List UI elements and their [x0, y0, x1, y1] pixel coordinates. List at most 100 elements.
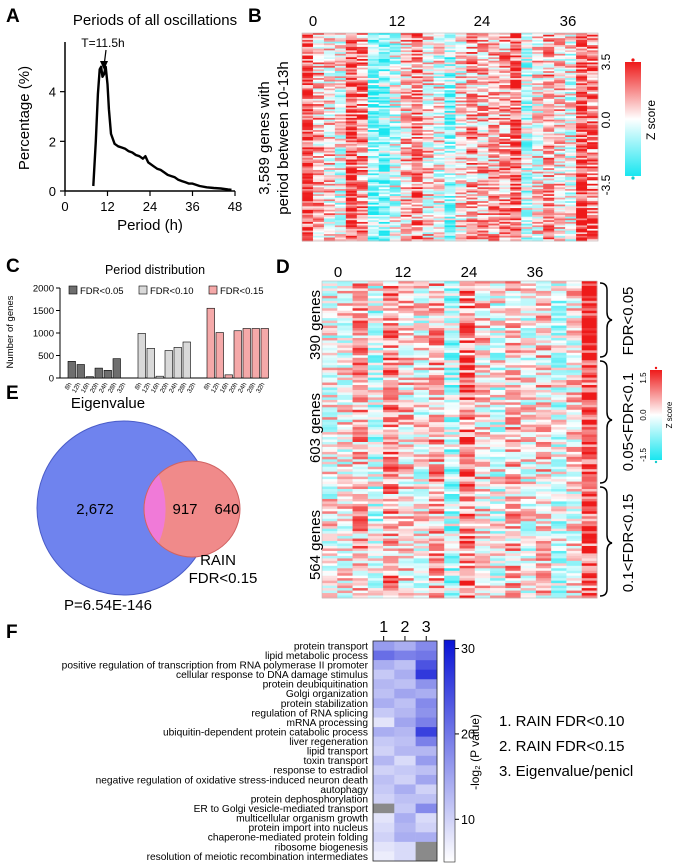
heatmap-cell [554, 72, 566, 75]
heatmap-cell [543, 112, 555, 115]
heatmap-cell [488, 143, 500, 147]
heatmap-cell [477, 171, 489, 174]
heatmap-cell [337, 308, 353, 312]
heatmap-cell [428, 434, 445, 438]
heatmap-cell [474, 350, 491, 354]
heatmap-cell [323, 83, 336, 86]
heatmap-cell [411, 187, 423, 190]
heatmap-cell [499, 124, 511, 127]
d-xticks-label-3: 36 [527, 264, 544, 281]
heatmap-cell [345, 74, 358, 77]
heatmap-cell [389, 178, 402, 181]
heatmap-cell [312, 69, 325, 72]
heatmap-cell [543, 93, 555, 96]
heatmap-cell [455, 202, 467, 205]
heatmap-cell [566, 449, 583, 453]
heatmap-cell [367, 202, 380, 205]
bar-0-5 [112, 358, 121, 379]
heatmap-cell [422, 157, 434, 160]
heatmap-cell [581, 310, 598, 314]
heatmap-cell [535, 298, 552, 302]
heatmap-cell [356, 123, 369, 126]
heatmap-cell [433, 123, 445, 126]
heatmap-cell [520, 342, 537, 346]
heatmap-cell [543, 156, 555, 159]
heatmap-cell [312, 190, 325, 193]
heatmap-cell [566, 404, 583, 408]
heatmap-cell [323, 76, 336, 79]
heatmap-cell [576, 192, 588, 195]
heatmap-cell [345, 197, 358, 200]
heatmap-cell [378, 38, 391, 41]
heatmap-cell [551, 318, 567, 322]
heatmap-cell [352, 461, 369, 465]
heatmap-cell [356, 88, 369, 91]
heatmap-cell [334, 67, 347, 70]
heatmap-cell [459, 345, 476, 349]
heatmap-cell [466, 104, 478, 107]
heatmap-cell [302, 128, 314, 131]
heatmap-cell [490, 357, 506, 361]
heatmap-cell [532, 81, 544, 84]
heatmap-cell [565, 114, 577, 117]
heatmap-cell [587, 124, 599, 127]
heatmap-cell [490, 439, 506, 443]
heatmap-cell [422, 41, 434, 44]
heatmap-cell [323, 55, 336, 58]
heatmap-cell [323, 71, 336, 74]
heatmap-cell [455, 64, 467, 67]
heatmap-cell [433, 228, 445, 231]
heatmap-cell [455, 234, 467, 237]
heatmap-cell [520, 441, 537, 445]
heatmap-cell [302, 38, 314, 41]
heatmap-cell [367, 449, 384, 453]
heatmap-cell [490, 454, 506, 458]
heatmap-cell [367, 171, 380, 174]
heatmap-cell [466, 149, 478, 152]
heatmap-cell [400, 112, 413, 115]
heatmap-cell [322, 308, 338, 312]
heatmap-cell [383, 342, 399, 346]
heatmap-cell [455, 71, 467, 74]
heatmap-cell [510, 239, 522, 242]
heatmap-cell [367, 131, 380, 134]
heatmap-cell [413, 476, 430, 480]
heatmap-cell [455, 227, 467, 230]
heatmap-cell [334, 143, 347, 147]
heatmap-cell [551, 429, 567, 433]
heatmap-cell [422, 201, 434, 204]
heatmap-cell [389, 189, 402, 192]
heatmap-cell [433, 149, 445, 152]
heatmap-cell [400, 161, 413, 164]
heatmap-cell [477, 71, 489, 74]
heatmap-cell [345, 161, 358, 164]
heatmap-cell [422, 50, 434, 53]
heatmap-cell [312, 145, 325, 148]
heatmap-cell [459, 491, 476, 495]
heatmap-cell [400, 111, 413, 114]
heatmap-cell [400, 114, 413, 117]
heatmap-cell [576, 45, 588, 48]
heatmap-cell [312, 147, 325, 150]
heatmap-cell [378, 197, 391, 200]
heatmap-cell [389, 175, 402, 178]
heatmap-cell [302, 83, 314, 86]
heatmap-cell [444, 182, 456, 185]
heatmap-cell [587, 67, 599, 70]
heatmap-cell [323, 91, 336, 95]
heatmap-cell [367, 225, 380, 228]
heatmap-cell [505, 446, 522, 450]
heatmap-cell [581, 449, 598, 453]
heatmap-cell [505, 456, 522, 460]
heatmap-cell [378, 221, 391, 225]
heatmap-cell [554, 225, 566, 228]
heatmap-cell [543, 131, 555, 134]
heatmap-cell [455, 178, 467, 181]
heatmap-cell [345, 41, 358, 44]
heatmap-cell [444, 52, 456, 55]
heatmap-cell [356, 187, 369, 190]
heatmap-cell [510, 209, 522, 212]
heatmap-cell [334, 163, 347, 166]
heatmap-cell [505, 387, 522, 391]
heatmap-cell [367, 227, 380, 230]
